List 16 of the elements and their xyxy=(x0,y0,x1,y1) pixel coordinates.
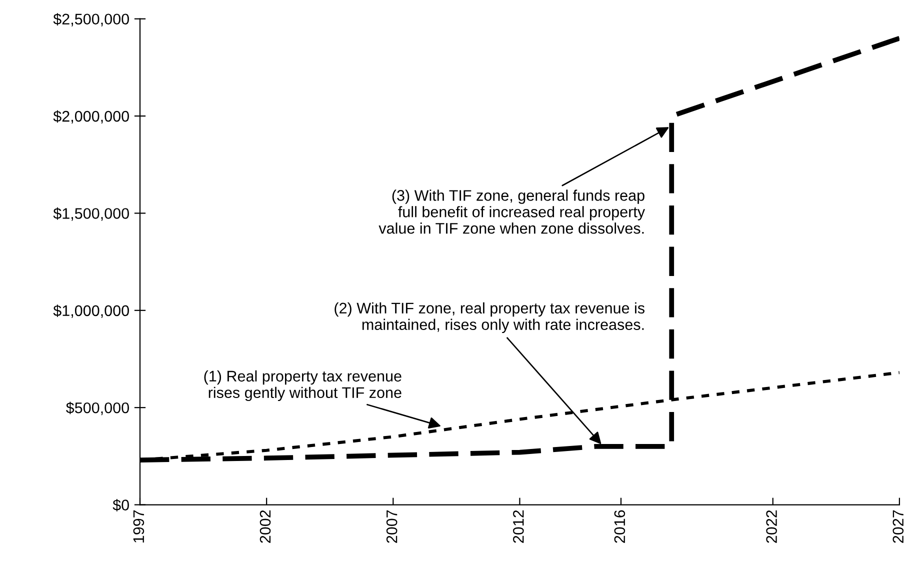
y-tick-label: $1,000,000 xyxy=(53,304,129,318)
y-tick-label: $500,000 xyxy=(66,402,129,416)
y-tick-label: $2,500,000 xyxy=(53,13,129,26)
y-tick-label: $2,000,000 xyxy=(53,110,129,124)
x-tick-label: 2012 xyxy=(513,510,524,543)
x-tick-label: 2027 xyxy=(892,510,904,543)
y-tick-label: $0 xyxy=(112,498,129,512)
annotation: (3) With TIF zone, general funds reap full benefit of increased real property value in TIF zone when zone dissolves. xyxy=(378,190,646,234)
x-tick-label: 2016 xyxy=(614,510,626,543)
annotation: (1) Real property tax revenue rises gently without TIF zone xyxy=(204,370,402,402)
x-tick-label: 1997 xyxy=(133,510,144,542)
x-tick-label: 2022 xyxy=(766,510,777,543)
y-tick-label: $1,500,000 xyxy=(53,207,129,221)
x-tick-label: 2002 xyxy=(260,510,271,543)
x-tick-label: 2007 xyxy=(386,510,398,543)
annotation: (2) With TIF zone, real property tax revenue is maintained, rises only with rate increases. xyxy=(334,302,644,334)
